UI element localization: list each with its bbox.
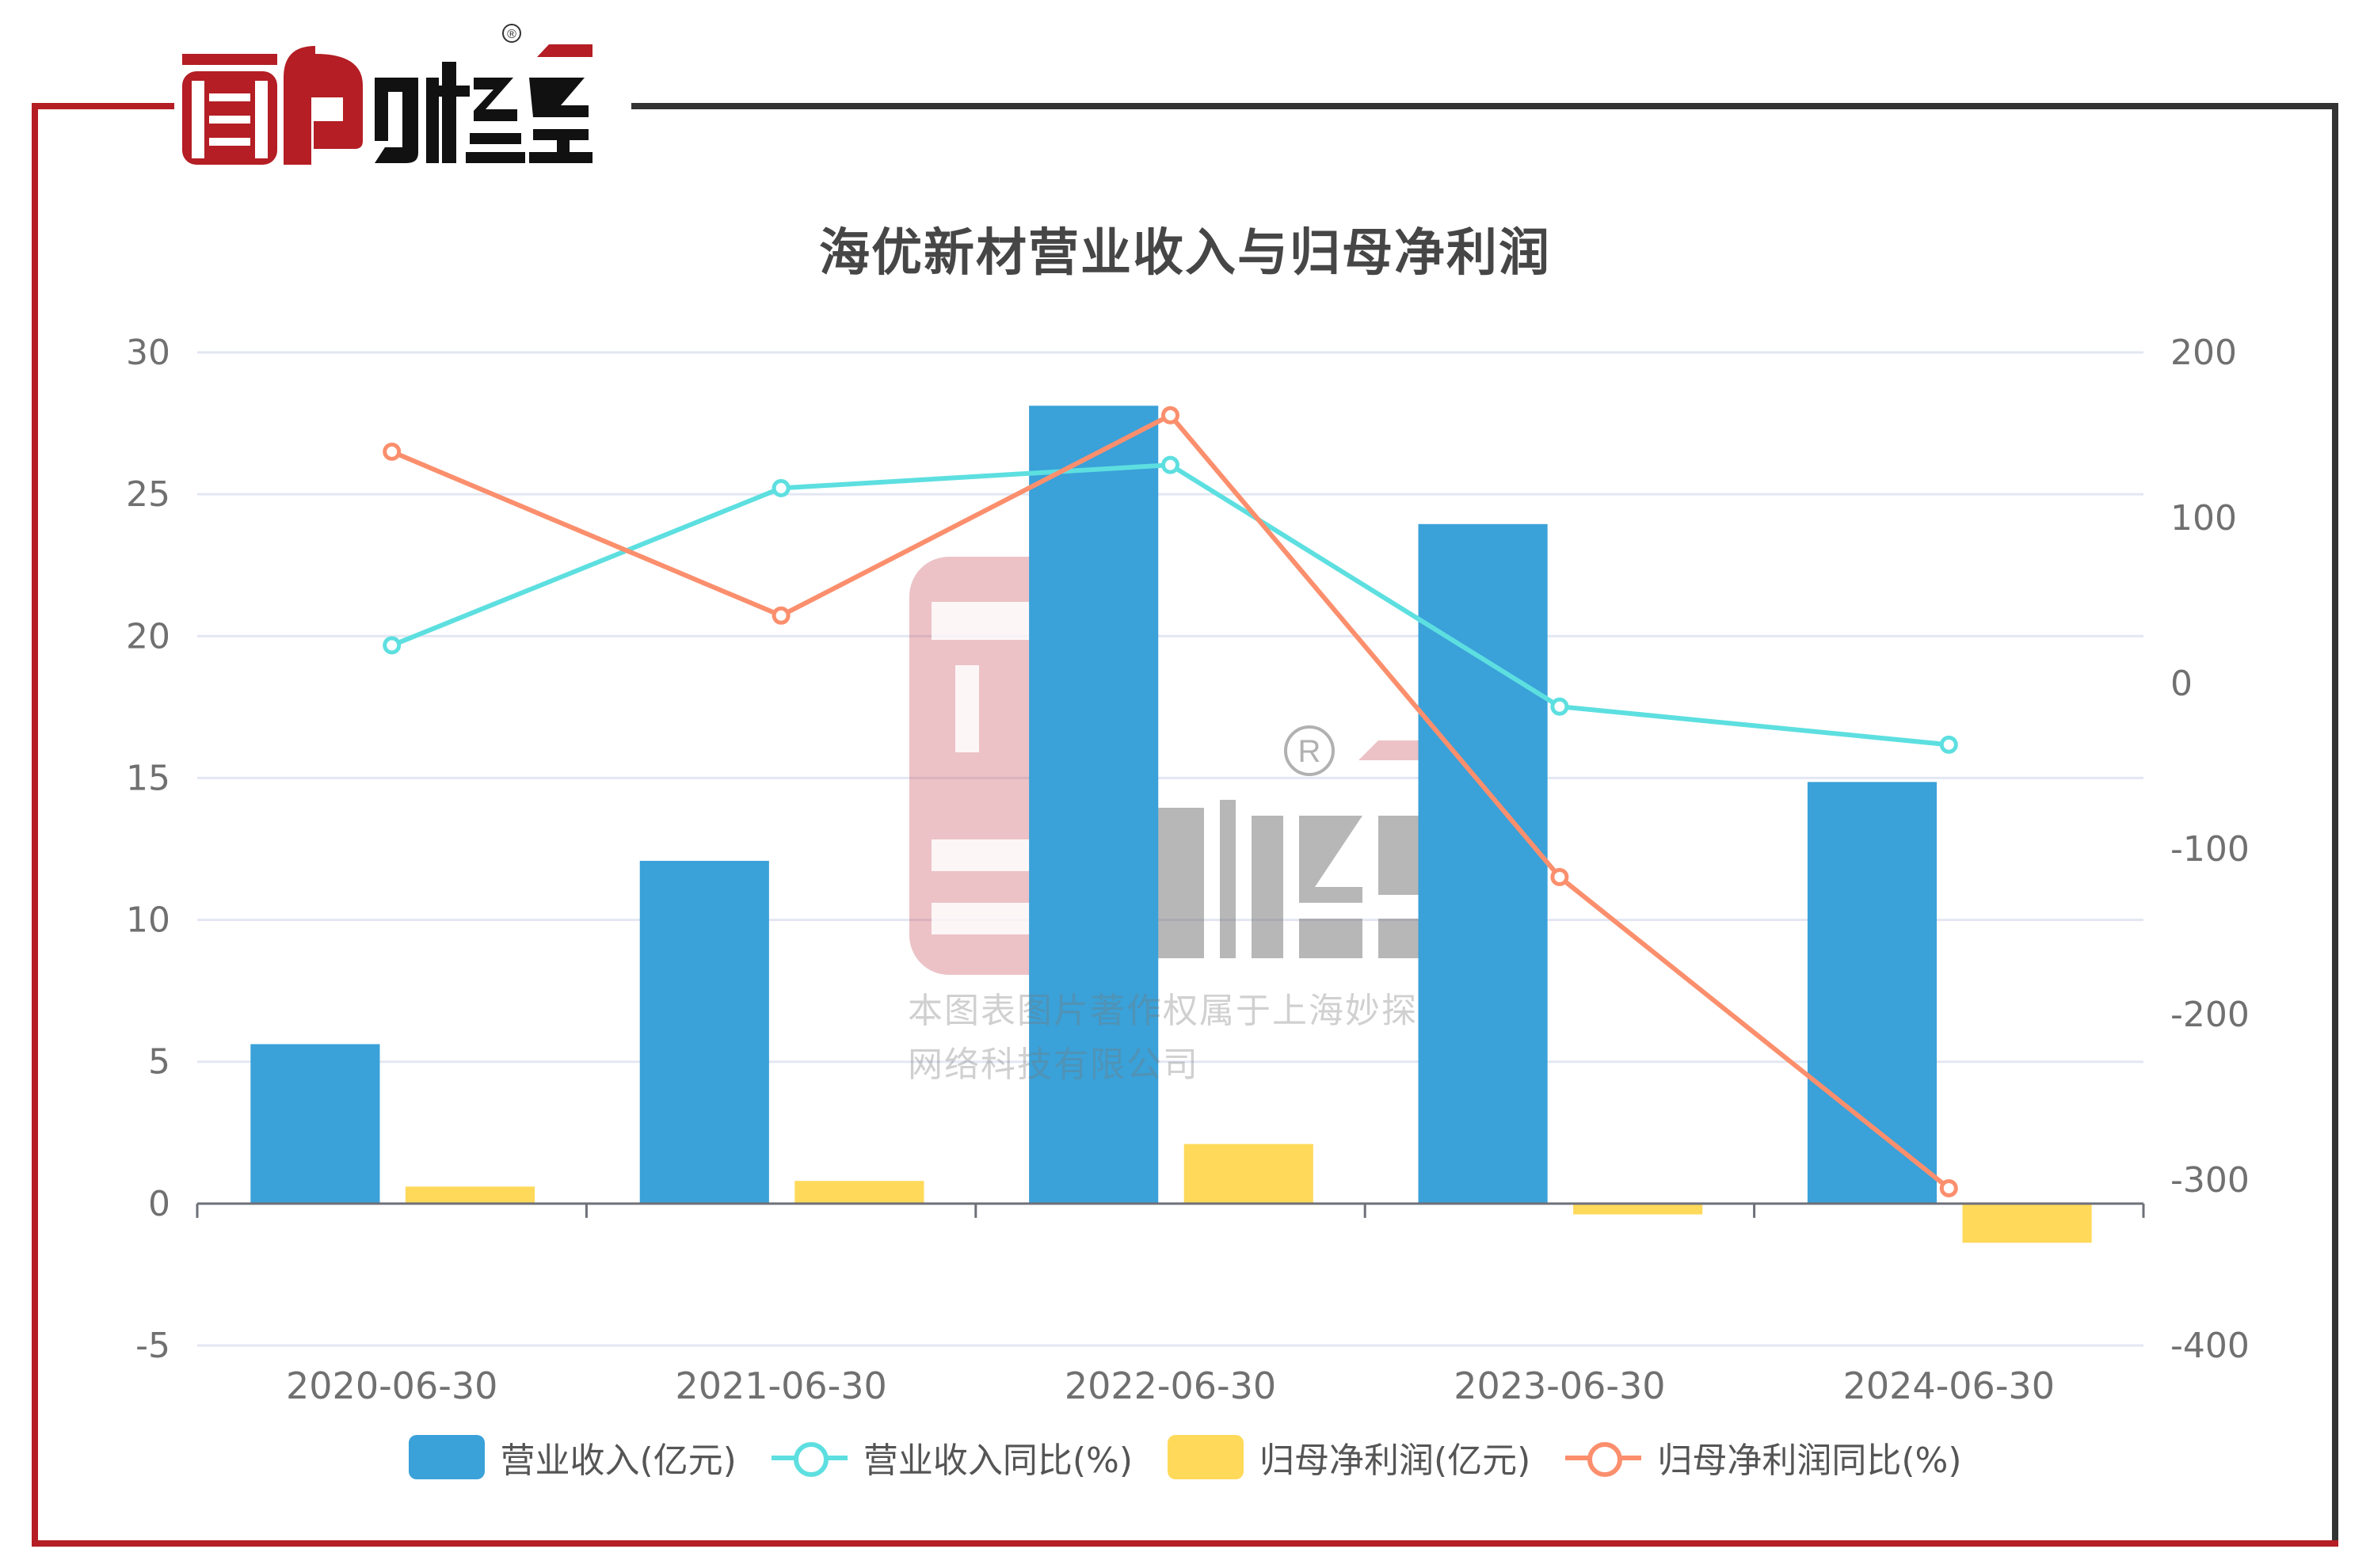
left-axis-tick-label: 20 (126, 616, 170, 657)
legend-label: 营业收入(亿元) (500, 1441, 737, 1481)
legend-label: 归母净利润(亿元) (1259, 1441, 1531, 1481)
bar-swatch-icon (1168, 1435, 1244, 1479)
bar (1029, 405, 1159, 1204)
frame-left-red (32, 103, 38, 1547)
bar (405, 1186, 535, 1204)
bar (1183, 1144, 1313, 1204)
line-point-marker (383, 636, 402, 655)
line-point-marker (1161, 405, 1179, 424)
left-axis-tick-label: -5 (135, 1326, 170, 1366)
left-axis-tick-label: 0 (148, 1184, 170, 1224)
left-axis-tick-label: 25 (126, 474, 170, 515)
left-axis-tick-label: 30 (126, 333, 170, 373)
line-point-marker (772, 606, 791, 625)
line-path (391, 462, 1949, 748)
line-series (383, 405, 1958, 1197)
right-axis-tick-label: -400 (2170, 1326, 2250, 1366)
svg-text:R: R (1298, 734, 1321, 769)
frame-top-left-red (32, 103, 174, 109)
left-axis-tick-label: 5 (148, 1042, 170, 1083)
legend-item-revenue[interactable]: 营业收入(亿元) (408, 1432, 737, 1482)
right-axis-tick-label: -300 (2170, 1160, 2250, 1201)
x-axis-tick-label: 2024-06-30 (1843, 1364, 2055, 1407)
x-axis-tick-label: 2020-06-30 (286, 1364, 497, 1407)
watermark-copyright-line2: 网络科技有限公司 (908, 1045, 1199, 1085)
legend-item-net-profit-yoy[interactable]: 归母净利润同比(%) (1565, 1432, 1961, 1482)
bar (1418, 523, 1548, 1204)
left-axis-tick-label: 10 (126, 900, 170, 941)
line-point-marker (1161, 455, 1179, 474)
bar-swatch-icon (408, 1435, 485, 1479)
line-point-marker (383, 442, 402, 461)
watermark-copyright-line1: 本图表图片著作权属于上海妙探 (908, 991, 1418, 1031)
svg-text:®: ® (507, 28, 516, 41)
line-point-marker (1939, 735, 1958, 754)
x-axis-tick-label: 2023-06-30 (1454, 1364, 1665, 1407)
logo-icon: ® (182, 24, 592, 165)
bar (1573, 1203, 1703, 1215)
chart-title: 海优新材营业收入与归母净利润 (819, 224, 1551, 283)
bar (639, 861, 769, 1204)
line-point-marker (1550, 697, 1569, 716)
legend-label: 归母净利润同比(%) (1657, 1441, 1962, 1481)
right-axis-tick-label: 200 (2170, 333, 2237, 373)
x-axis-tick-label: 2021-06-30 (675, 1364, 886, 1407)
line-point-marker (1550, 868, 1569, 887)
brand-logo: ® (181, 22, 624, 165)
legend-item-net-profit[interactable]: 归母净利润(亿元) (1168, 1432, 1530, 1482)
frame-top-right-dark (631, 103, 2338, 109)
line-marker-icon (1565, 1435, 1642, 1479)
chart-legend: 营业收入(亿元) 营业收入同比(%) 归母净利润(亿元) 归母净利润同比(%) (0, 1432, 2370, 1482)
frame-bottom-red (32, 1540, 2338, 1547)
bar (250, 1044, 380, 1204)
legend-label: 营业收入同比(%) (863, 1441, 1133, 1481)
line-marker-icon (771, 1435, 848, 1479)
legend-item-revenue-yoy[interactable]: 营业收入同比(%) (771, 1432, 1133, 1482)
x-axis-tick-label: 2022-06-30 (1065, 1364, 1276, 1407)
bar (794, 1181, 924, 1204)
right-axis-tick-label: 100 (2170, 498, 2237, 539)
axes: 30 25 20 15 10 5 0 -5 200 100 0 -100 -200 -300 -400 202… (126, 333, 2250, 1407)
watermark-logo: R (909, 557, 1473, 975)
frame-right-dark (2332, 103, 2338, 1547)
line-point-marker (1939, 1178, 1958, 1197)
left-axis-tick-label: 15 (126, 758, 170, 798)
bar (1962, 1203, 2092, 1243)
bar-series (250, 405, 2092, 1243)
right-axis-tick-label: 0 (2170, 664, 2193, 704)
right-axis-tick-label: -200 (2170, 995, 2250, 1035)
line-point-marker (772, 478, 791, 497)
bar (1807, 782, 1938, 1204)
right-axis-tick-label: -100 (2170, 829, 2250, 870)
